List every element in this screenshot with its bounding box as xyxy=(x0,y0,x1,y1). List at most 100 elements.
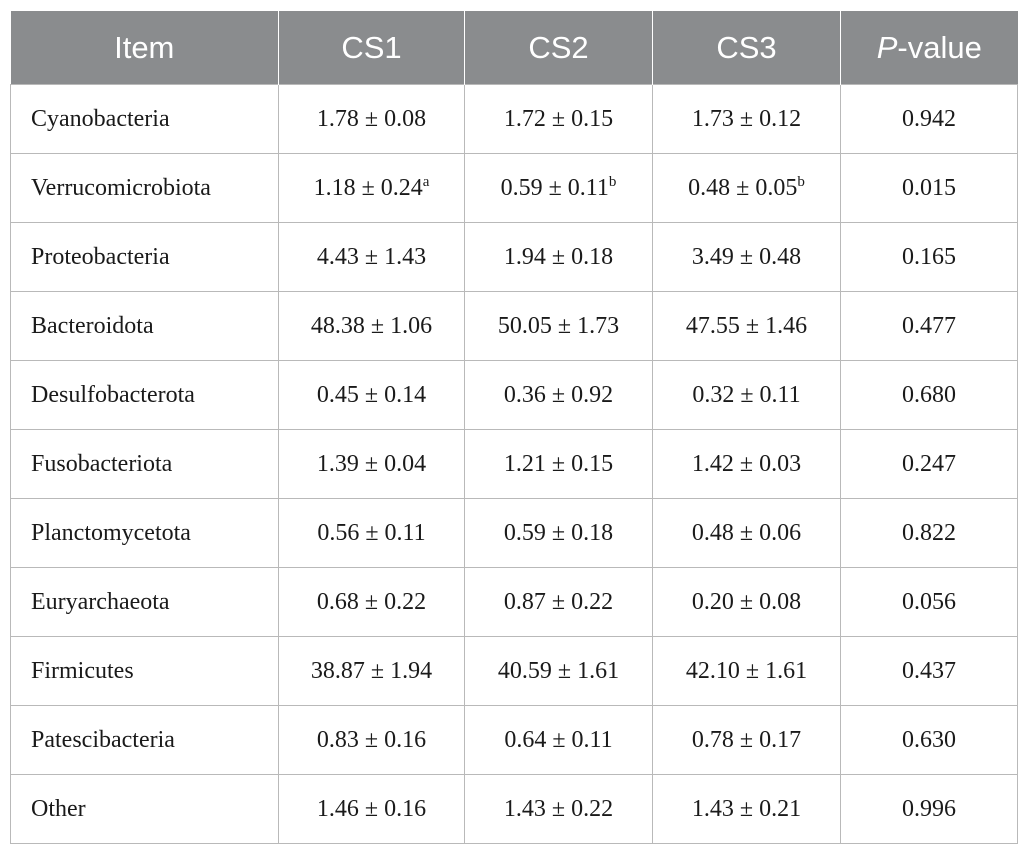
cell-cs2-significance-letter: b xyxy=(608,173,617,190)
cell-cs2: 1.72 ± 0.15 xyxy=(464,84,653,154)
cell-p-value: 0.942 xyxy=(840,84,1018,154)
cell-cs3-value: 1.43 ± 0.21 xyxy=(691,795,802,822)
cell-p-value: 0.165 xyxy=(840,222,1018,292)
cell-cs1: 38.87 ± 1.94 xyxy=(278,636,465,706)
cell-cs3-value: 42.10 ± 1.61 xyxy=(685,657,808,684)
cell-p-value: 0.056 xyxy=(840,567,1018,637)
cell-cs1: 0.83 ± 0.16 xyxy=(278,705,465,775)
cell-cs2-value: 1.21 ± 0.15 xyxy=(503,450,614,477)
cell-cs1: 1.18 ± 0.24a xyxy=(278,153,465,223)
table-row: Proteobacteria 4.43 ± 1.43 1.94 ± 0.18 3.49… xyxy=(10,222,1018,292)
table-body: Cyanobacteria 1.78 ± 0.08 1.72 ± 0.15 1.73 … xyxy=(10,84,1018,844)
cell-cs2-value: 0.59 ± 0.11 xyxy=(500,174,609,201)
header-cs2: CS2 xyxy=(464,11,653,85)
cell-cs3: 1.43 ± 0.21 xyxy=(652,774,841,844)
cell-cs2: 40.59 ± 1.61 xyxy=(464,636,653,706)
cell-cs2-value: 1.94 ± 0.18 xyxy=(503,243,614,270)
header-p-value-suffix: -value xyxy=(897,29,982,65)
table-header: Item CS1 CS2 CS3 P-value xyxy=(10,11,1018,85)
cell-cs2-value: 0.87 ± 0.22 xyxy=(503,588,614,615)
table-row: Euryarchaeota 0.68 ± 0.22 0.87 ± 0.22 0.20 … xyxy=(10,567,1018,637)
cell-cs3-value: 1.73 ± 0.12 xyxy=(691,105,802,132)
cell-p-value: 0.477 xyxy=(840,291,1018,361)
cell-cs2-value: 40.59 ± 1.61 xyxy=(497,657,620,684)
cell-cs2: 0.64 ± 0.11 xyxy=(464,705,653,775)
cell-cs2-value: 50.05 ± 1.73 xyxy=(497,312,620,339)
cell-cs3-value: 0.20 ± 0.08 xyxy=(691,588,802,615)
cell-cs3: 0.48 ± 0.05b xyxy=(652,153,841,223)
cell-cs1-value: 0.45 ± 0.14 xyxy=(316,381,427,408)
table-row: Fusobacteriota 1.39 ± 0.04 1.21 ± 0.15 1.42… xyxy=(10,429,1018,499)
cell-cs1-value: 1.18 ± 0.24 xyxy=(313,174,423,201)
cell-item: Bacteroidota xyxy=(10,291,279,361)
cell-cs3: 42.10 ± 1.61 xyxy=(652,636,841,706)
table-row: Verrucomicrobiota 1.18 ± 0.24a 0.59 ± 0.11… xyxy=(10,153,1018,223)
cell-cs2: 0.87 ± 0.22 xyxy=(464,567,653,637)
cell-p-value: 0.015 xyxy=(840,153,1018,223)
cell-cs3: 0.20 ± 0.08 xyxy=(652,567,841,637)
cell-item: Fusobacteriota xyxy=(10,429,279,499)
header-cs1: CS1 xyxy=(278,11,465,85)
cell-cs3-significance-letter: b xyxy=(797,173,805,190)
cell-cs2: 0.59 ± 0.18 xyxy=(464,498,653,568)
cell-cs1-value: 0.56 ± 0.11 xyxy=(317,519,426,546)
cell-item: Firmicutes xyxy=(10,636,279,706)
cell-cs1-value: 0.68 ± 0.22 xyxy=(316,588,427,615)
header-item: Item xyxy=(10,11,279,85)
table-row: Patescibacteria 0.83 ± 0.16 0.64 ± 0.11 0.7… xyxy=(10,705,1018,775)
cell-p-value: 0.680 xyxy=(840,360,1018,430)
cell-cs1: 4.43 ± 1.43 xyxy=(278,222,465,292)
table-row: Firmicutes 38.87 ± 1.94 40.59 ± 1.61 42.10 … xyxy=(10,636,1018,706)
cell-cs3: 0.78 ± 0.17 xyxy=(652,705,841,775)
cell-cs3-value: 47.55 ± 1.46 xyxy=(685,312,808,339)
cell-cs3: 1.42 ± 0.03 xyxy=(652,429,841,499)
cell-cs1: 1.46 ± 0.16 xyxy=(278,774,465,844)
cell-cs2-value: 0.36 ± 0.92 xyxy=(503,381,614,408)
cell-cs3: 0.48 ± 0.06 xyxy=(652,498,841,568)
header-cs3: CS3 xyxy=(652,11,841,85)
cell-cs2-value: 0.64 ± 0.11 xyxy=(504,726,613,753)
cell-cs3-value: 3.49 ± 0.48 xyxy=(691,243,802,270)
cell-cs1: 0.56 ± 0.11 xyxy=(278,498,465,568)
table-row: Desulfobacterota 0.45 ± 0.14 0.36 ± 0.92 0.… xyxy=(10,360,1018,430)
header-row: Item CS1 CS2 CS3 P-value xyxy=(10,11,1018,85)
cell-cs1: 1.39 ± 0.04 xyxy=(278,429,465,499)
cell-cs3: 1.73 ± 0.12 xyxy=(652,84,841,154)
header-p-value: P-value xyxy=(840,11,1018,85)
cell-p-value: 0.630 xyxy=(840,705,1018,775)
cell-cs1-value: 1.46 ± 0.16 xyxy=(316,795,427,822)
cell-item: Desulfobacterota xyxy=(10,360,279,430)
cell-cs1-value: 38.87 ± 1.94 xyxy=(310,657,433,684)
cell-cs2: 1.94 ± 0.18 xyxy=(464,222,653,292)
cell-item: Cyanobacteria xyxy=(10,84,279,154)
cell-cs2-value: 0.59 ± 0.18 xyxy=(503,519,614,546)
cell-cs1-value: 48.38 ± 1.06 xyxy=(310,312,433,339)
cell-cs3: 0.32 ± 0.11 xyxy=(652,360,841,430)
cell-item: Euryarchaeota xyxy=(10,567,279,637)
cell-cs2: 1.21 ± 0.15 xyxy=(464,429,653,499)
cell-cs1: 1.78 ± 0.08 xyxy=(278,84,465,154)
cell-cs3-value: 0.78 ± 0.17 xyxy=(691,726,802,753)
table-row: Bacteroidota 48.38 ± 1.06 50.05 ± 1.73 47.5… xyxy=(10,291,1018,361)
data-table-container: Item CS1 CS2 CS3 P-value Cyanobacteria 1.… xyxy=(10,11,1018,844)
cell-p-value: 0.996 xyxy=(840,774,1018,844)
cell-item: Proteobacteria xyxy=(10,222,279,292)
cell-cs2: 0.59 ± 0.11b xyxy=(464,153,653,223)
cell-cs3: 3.49 ± 0.48 xyxy=(652,222,841,292)
cell-cs1-value: 1.78 ± 0.08 xyxy=(316,105,427,132)
table-row: Planctomycetota 0.56 ± 0.11 0.59 ± 0.18 0.4… xyxy=(10,498,1018,568)
cell-p-value: 0.247 xyxy=(840,429,1018,499)
cell-cs1: 48.38 ± 1.06 xyxy=(278,291,465,361)
cell-cs2: 50.05 ± 1.73 xyxy=(464,291,653,361)
cell-cs3-value: 0.48 ± 0.05 xyxy=(688,174,798,201)
cell-cs3-value: 0.48 ± 0.06 xyxy=(691,519,802,546)
cell-cs1-value: 4.43 ± 1.43 xyxy=(316,243,427,270)
cell-item: Verrucomicrobiota xyxy=(10,153,279,223)
table-row: Other 1.46 ± 0.16 1.43 ± 0.22 1.43 ± 0.21 0.… xyxy=(10,774,1018,844)
phylum-abundance-table: Item CS1 CS2 CS3 P-value Cyanobacteria 1.… xyxy=(10,11,1018,844)
cell-item: Patescibacteria xyxy=(10,705,279,775)
cell-cs2: 1.43 ± 0.22 xyxy=(464,774,653,844)
cell-item: Other xyxy=(10,774,279,844)
cell-cs3: 47.55 ± 1.46 xyxy=(652,291,841,361)
cell-cs1: 0.45 ± 0.14 xyxy=(278,360,465,430)
